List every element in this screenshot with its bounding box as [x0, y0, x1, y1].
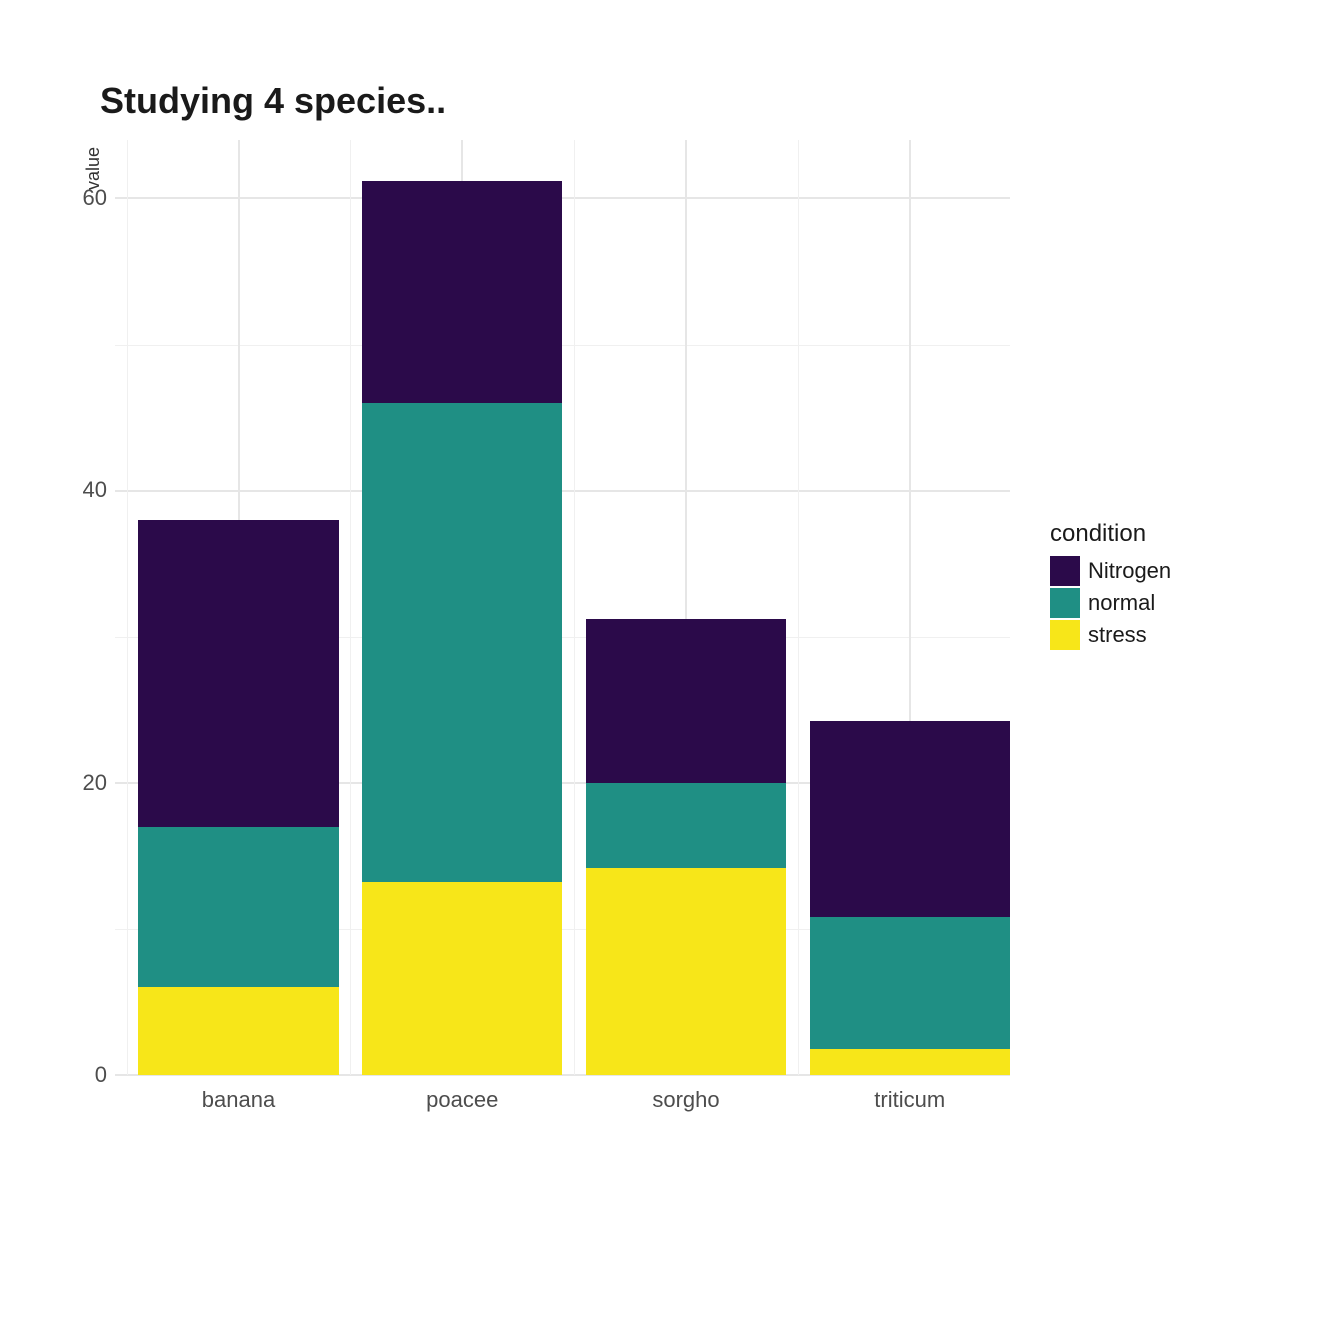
- bar-segment-normal: [810, 917, 1010, 1048]
- legend-item-stress: stress: [1050, 620, 1171, 650]
- legend-label: normal: [1088, 590, 1155, 616]
- bar-segment-Nitrogen: [586, 619, 786, 783]
- chart-container: Studying 4 species.. value condition Nit…: [0, 0, 1344, 1344]
- bar-stack: [362, 181, 562, 1075]
- bar-segment-stress: [362, 882, 562, 1075]
- bar-segment-stress: [138, 987, 338, 1075]
- legend-swatch: [1050, 588, 1080, 618]
- gridline-v-minor: [574, 140, 575, 1075]
- bar-segment-Nitrogen: [810, 721, 1010, 917]
- x-tick-label: banana: [159, 1087, 319, 1113]
- legend-item-Nitrogen: Nitrogen: [1050, 556, 1171, 586]
- legend-item-normal: normal: [1050, 588, 1171, 618]
- gridline-h-minor: [115, 345, 1010, 346]
- bar-segment-stress: [810, 1049, 1010, 1075]
- gridline-v-minor: [350, 140, 351, 1075]
- legend: condition Nitrogen normal stress: [1050, 520, 1171, 652]
- bar-segment-Nitrogen: [362, 181, 562, 403]
- legend-label: stress: [1088, 622, 1147, 648]
- y-tick-label: 40: [57, 477, 107, 503]
- gridline-v-minor: [127, 140, 128, 1075]
- bar-segment-normal: [362, 403, 562, 882]
- bar-segment-Nitrogen: [138, 520, 338, 827]
- plot-area: [115, 140, 1010, 1075]
- x-tick-label: poacee: [382, 1087, 542, 1113]
- chart-title: Studying 4 species..: [100, 80, 446, 122]
- gridline-h: [115, 197, 1010, 199]
- gridline-h: [115, 490, 1010, 492]
- bar-stack: [586, 619, 786, 1075]
- bar-segment-stress: [586, 868, 786, 1075]
- legend-swatch: [1050, 556, 1080, 586]
- bar-segment-normal: [586, 783, 786, 868]
- x-tick-label: sorgho: [606, 1087, 766, 1113]
- y-tick-label: 60: [57, 185, 107, 211]
- y-tick-label: 20: [57, 770, 107, 796]
- bar-segment-normal: [138, 827, 338, 988]
- legend-title: condition: [1050, 520, 1171, 548]
- x-tick-label: triticum: [830, 1087, 990, 1113]
- gridline-v-minor: [798, 140, 799, 1075]
- bar-stack: [138, 520, 338, 1075]
- legend-swatch: [1050, 620, 1080, 650]
- legend-label: Nitrogen: [1088, 558, 1171, 584]
- y-tick-label: 0: [57, 1062, 107, 1088]
- y-axis-label: value: [83, 147, 104, 190]
- bar-stack: [810, 721, 1010, 1075]
